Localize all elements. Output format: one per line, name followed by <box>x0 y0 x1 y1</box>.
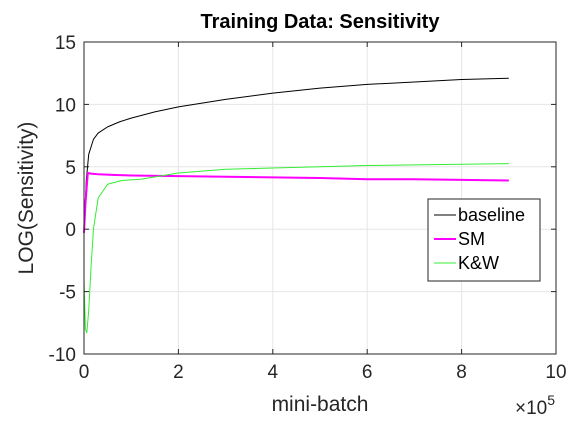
x-axis-exponent: ×105 <box>515 392 555 419</box>
y-tick-label: -5 <box>59 283 76 304</box>
y-tick-label: 10 <box>55 95 76 116</box>
x-tick-label: 4 <box>268 362 279 383</box>
series-line-k-w <box>83 163 509 334</box>
x-tick-label: 0 <box>79 362 90 383</box>
y-tick-label: 0 <box>65 220 76 241</box>
svg-text:×105: ×105 <box>515 392 555 419</box>
x-exponent-power: 5 <box>547 392 555 408</box>
legend-label-sm: SM <box>458 229 485 249</box>
legend: baseline SM K&W <box>427 198 541 282</box>
x-tick-label: 8 <box>456 362 467 383</box>
x-axis-label: mini-batch <box>272 393 369 416</box>
x-tick-label: 10 <box>545 362 566 383</box>
series-lines <box>83 77 509 334</box>
x-tick-label: 2 <box>173 362 184 383</box>
axis-ticks: 0 2 4 6 8 10 -10 -5 0 5 10 15 <box>49 33 567 383</box>
y-tick-label: -10 <box>49 345 76 366</box>
plot-frame <box>83 41 557 355</box>
series-line-baseline <box>83 77 509 230</box>
legend-label-k-w: K&W <box>458 253 499 273</box>
y-tick-label: 15 <box>55 33 76 54</box>
series-line-sm <box>83 172 509 233</box>
chart-title: Training Data: Sensitivity <box>201 11 441 33</box>
y-axis-label: LOG(Sensitivity) <box>15 122 38 275</box>
legend-label-baseline: baseline <box>458 205 525 225</box>
x-tick-label: 6 <box>362 362 373 383</box>
y-tick-label: 5 <box>65 158 76 179</box>
plot-background <box>84 42 556 354</box>
x-exponent-base: ×10 <box>515 398 547 419</box>
